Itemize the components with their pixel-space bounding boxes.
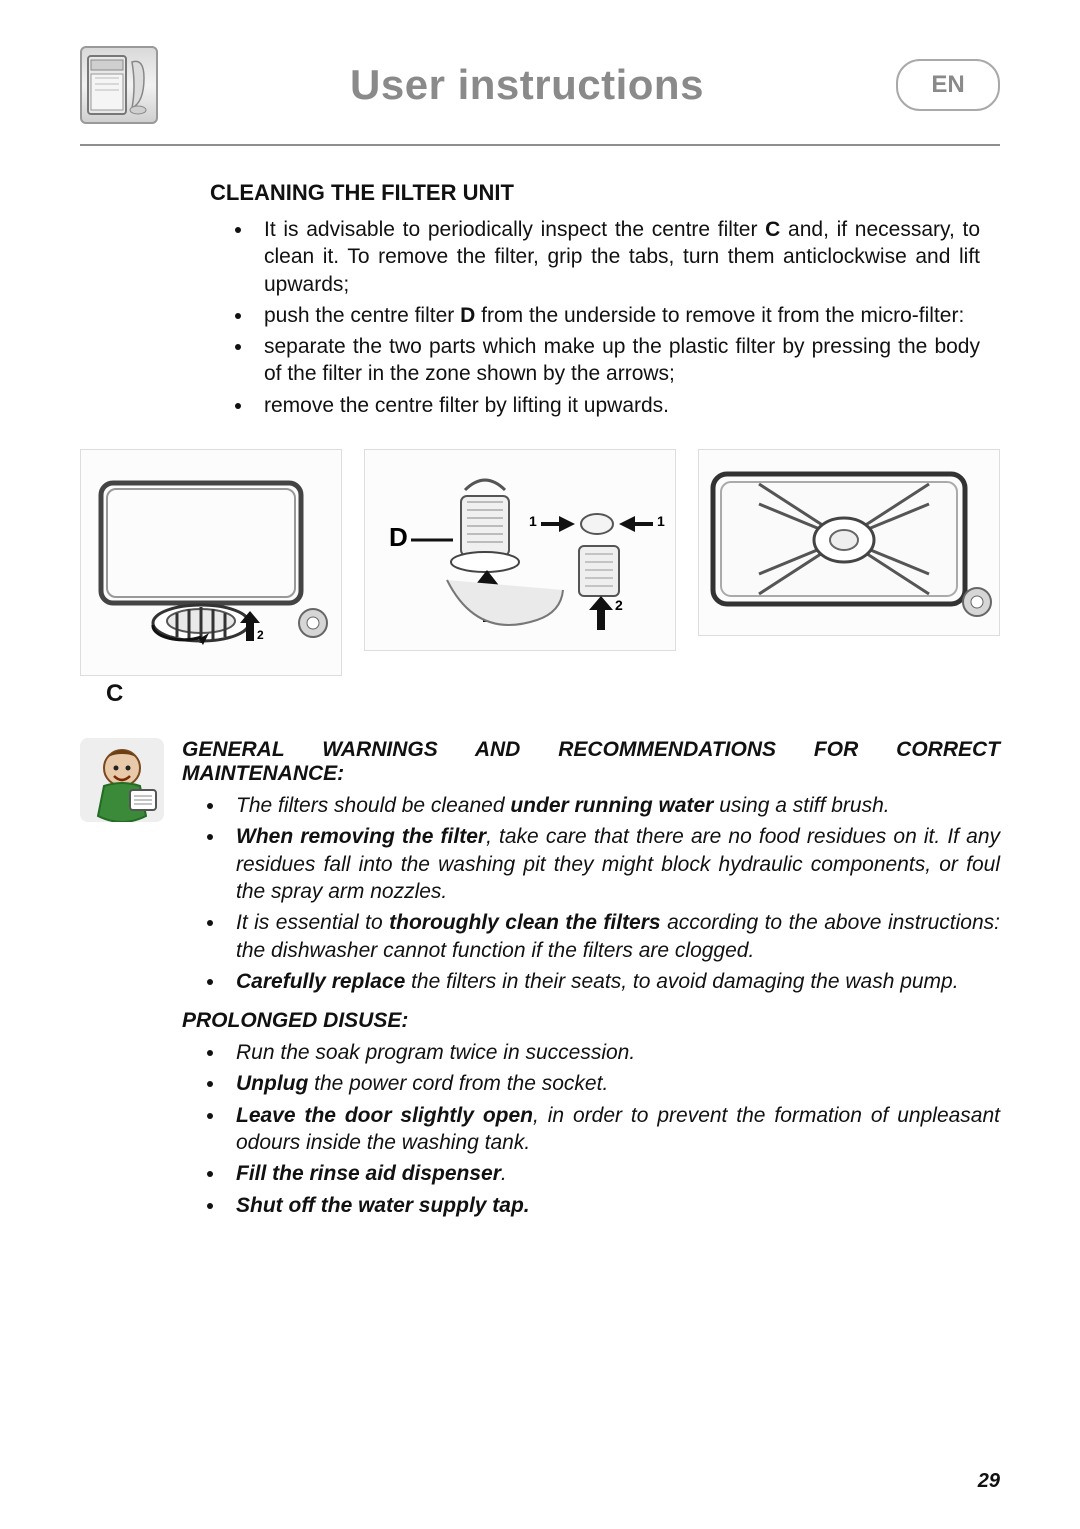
cleaning-list-item: separate the two parts which make up the…: [254, 333, 980, 388]
figure-1: 2: [80, 449, 342, 676]
mascot-icon: [80, 738, 164, 822]
page-number: 29: [978, 1470, 1000, 1493]
disuse-heading: PROLONGED DISUSE:: [182, 1009, 1000, 1033]
header-rule: [80, 144, 1000, 146]
cleaning-list-item: remove the centre filter by lifting it u…: [254, 392, 980, 419]
svg-text:2: 2: [615, 597, 623, 613]
warnings-heading: GENERAL WARNINGS AND RECOMMENDATIONS FOR…: [182, 738, 1000, 786]
figure-3: [698, 449, 1000, 636]
disuse-list-item: Shut off the water supply tap.: [226, 1192, 1000, 1219]
page-title: User instructions: [158, 61, 896, 109]
svg-text:1: 1: [657, 513, 665, 529]
dishwasher-icon: [80, 46, 158, 124]
warnings-list-item: The filters should be cleaned under runn…: [226, 792, 1000, 819]
disuse-list-item: Leave the door slightly open, in order t…: [226, 1102, 1000, 1157]
disuse-list: Run the soak program twice in succession…: [182, 1039, 1000, 1219]
page-header: User instructions EN: [80, 40, 1000, 130]
section-cleaning: CLEANING THE FILTER UNIT It is advisable…: [210, 180, 980, 419]
disuse-list-item: Run the soak program twice in succession…: [226, 1039, 1000, 1066]
figure-2: D 1 1 2: [364, 449, 676, 651]
disuse-list-item: Unplug the power cord from the socket.: [226, 1070, 1000, 1097]
svg-text:1: 1: [529, 513, 537, 529]
figure-row: 2 C D 1: [80, 449, 1000, 708]
manual-page: User instructions EN CLEANING THE FILTER…: [0, 0, 1080, 1529]
warnings-list-item: It is essential to thoroughly clean the …: [226, 909, 1000, 964]
language-badge: EN: [896, 59, 1000, 111]
cleaning-list: It is advisable to periodically inspect …: [210, 216, 980, 419]
disuse-list-item: Fill the rinse aid dispenser.: [226, 1160, 1000, 1187]
warnings-list: The filters should be cleaned under runn…: [182, 792, 1000, 995]
warnings-list-item: When removing the filter, take care that…: [226, 823, 1000, 905]
warnings-row: GENERAL WARNINGS AND RECOMMENDATIONS FOR…: [80, 738, 1000, 1233]
cleaning-list-item: It is advisable to periodically inspect …: [254, 216, 980, 298]
svg-text:2: 2: [257, 628, 264, 642]
cleaning-list-item: push the centre filter D from the unders…: [254, 302, 980, 329]
warnings-body: GENERAL WARNINGS AND RECOMMENDATIONS FOR…: [182, 738, 1000, 1233]
figure-2-label: D: [389, 522, 408, 552]
warnings-list-item: Carefully replace the filters in their s…: [226, 968, 1000, 995]
figure-1-label: C: [106, 680, 123, 708]
figure-1-wrap: 2 C: [80, 449, 342, 708]
section-heading-cleaning: CLEANING THE FILTER UNIT: [210, 180, 980, 206]
